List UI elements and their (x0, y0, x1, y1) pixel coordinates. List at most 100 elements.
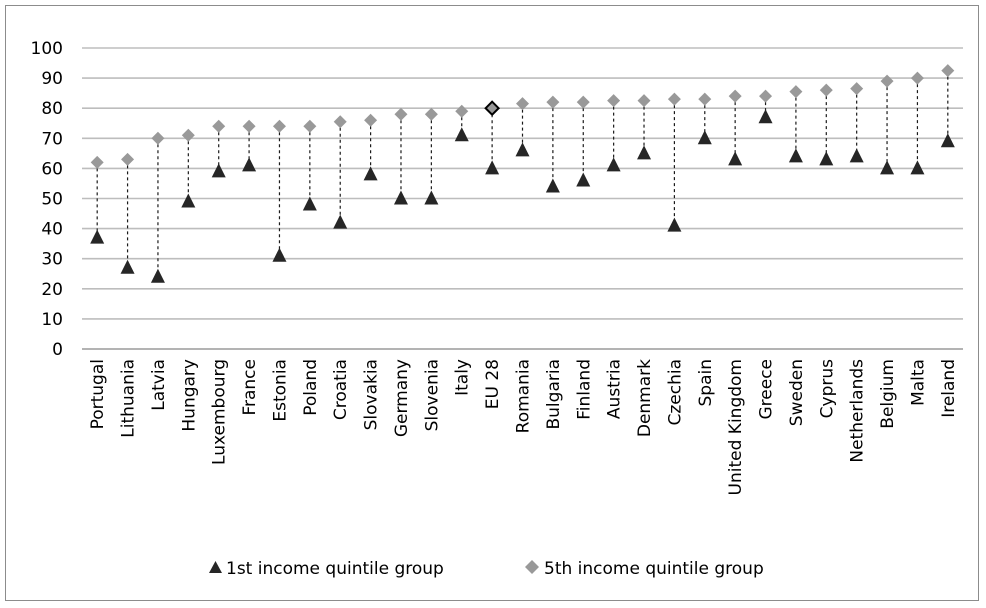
q1-triangle-marker (515, 142, 530, 157)
y-tick-label: 100 (31, 39, 63, 59)
legend-series-2: 5th income quintile group (544, 559, 764, 579)
x-category-label: Romania (514, 359, 534, 433)
q1-triangle-marker (150, 268, 165, 283)
q5-diamond-marker (728, 89, 742, 103)
x-category-label: Latvia (149, 359, 169, 411)
x-category-label: Slovenia (422, 359, 442, 431)
q5-diamond-marker (242, 119, 256, 133)
x-category-label: Finland (574, 359, 594, 420)
y-tick-label: 0 (52, 340, 63, 360)
q5-diamond-marker (759, 89, 773, 103)
q5-diamond-marker (516, 97, 529, 111)
q5-diamond-marker (181, 128, 195, 142)
x-category-label: Hungary (179, 359, 199, 432)
legend-series-1: 1st income quintile group (226, 559, 444, 579)
q5-diamond-marker (576, 95, 590, 109)
y-tick-label: 50 (41, 190, 63, 210)
x-category-label: Malta (908, 359, 928, 406)
x-category-label: Sweden (787, 359, 807, 426)
gridlines (82, 47, 963, 350)
q1-triangle-marker (637, 145, 652, 160)
q1-triangle-marker (211, 163, 226, 178)
q1-triangle-marker (272, 247, 287, 262)
y-axis-ticks: 0 10 20 30 40 50 60 70 80 90 100 (31, 39, 63, 360)
q1-triangle-marker (454, 127, 469, 142)
x-category-label: Czechia (665, 359, 685, 426)
x-category-label: Croatia (331, 359, 351, 420)
q5-diamond-marker (151, 131, 165, 145)
q5-diamond-marker (364, 113, 378, 127)
x-axis-labels: Portugal Lithuania Latvia Hungary Luxembourg… (88, 359, 959, 496)
legend-triangle-icon (209, 561, 222, 573)
x-category-label: Estonia (270, 359, 290, 422)
q1-triangle-marker (545, 178, 560, 193)
legend: 1st income quintile group 5th income qui… (209, 559, 764, 579)
x-category-label: United Kingdom (726, 359, 746, 495)
x-category-label: Lithuania (119, 359, 139, 438)
q5-diamond-marker (212, 119, 226, 133)
y-tick-label: 80 (41, 99, 63, 119)
q1-triangle-marker (819, 151, 834, 166)
y-tick-label: 70 (41, 129, 63, 149)
q1-triangle-marker (667, 217, 682, 232)
q5-diamond-marker (303, 119, 317, 133)
q5-diamond-marker (789, 85, 803, 99)
q1-triangle-marker (940, 133, 955, 148)
x-category-label: Luxembourg (210, 359, 230, 465)
q5-diamond-marker (910, 71, 924, 85)
x-category-label: Slovakia (362, 359, 382, 430)
q1-triangle-marker (120, 259, 135, 274)
y-tick-label: 40 (41, 220, 63, 240)
x-category-label: Cyprus (817, 359, 837, 418)
x-category-label: Denmark (635, 359, 655, 437)
q5-diamond-marker (698, 92, 712, 106)
q1-triangle-marker (363, 166, 378, 181)
q1-triangle-marker (333, 214, 348, 229)
x-category-label: EU 28 (483, 359, 503, 409)
q5-diamond-marker (941, 64, 955, 78)
q1-triangle-marker (728, 151, 743, 166)
q1-triangle-marker (424, 190, 439, 205)
q5-diamond-marker-highlight (484, 100, 501, 117)
q5-diamond-marker (272, 119, 286, 133)
q1-triangle-marker (758, 109, 773, 124)
x-category-label: Netherlands (848, 359, 868, 463)
q1-triangle-marker (788, 148, 803, 163)
q5-diamond-marker (333, 115, 347, 129)
q5-diamond-marker (455, 104, 469, 118)
x-category-label: Italy (453, 359, 473, 396)
y-tick-label: 60 (41, 159, 63, 179)
q5-diamond-marker (607, 94, 621, 108)
q5-diamond-marker (819, 83, 833, 97)
x-category-label: Poland (301, 359, 321, 416)
x-category-label: Bulgaria (544, 359, 564, 430)
q1-triangle-marker (393, 190, 408, 205)
q1-triangle-marker (697, 130, 712, 145)
y-tick-label: 10 (41, 310, 63, 330)
q1-triangle-marker (576, 172, 591, 187)
q1-triangle-marker (302, 196, 317, 211)
q1-triangle-marker (910, 160, 925, 175)
y-tick-label: 20 (41, 280, 63, 300)
y-tick-label: 30 (41, 250, 63, 270)
q5-diamond-marker (424, 107, 438, 121)
q1-triangle-marker (485, 160, 500, 175)
q1-triangle-marker (242, 157, 257, 172)
q1-triangle-marker (849, 148, 864, 163)
q5-diamond-marker (546, 95, 560, 109)
q1-triangle-marker (606, 157, 621, 172)
markers (90, 64, 955, 283)
y-tick-label: 90 (41, 69, 63, 89)
q5-diamond-marker (90, 155, 104, 169)
x-category-label: Belgium (878, 359, 898, 429)
q1-triangle-marker (181, 193, 196, 208)
x-category-label: Austria (605, 359, 625, 419)
q5-diamond-marker (394, 107, 408, 121)
x-category-label: Ireland (939, 359, 959, 418)
q1-triangle-marker (880, 160, 895, 175)
x-category-label: Germany (392, 359, 412, 437)
q5-diamond-marker (667, 92, 681, 106)
x-category-label: Greece (757, 359, 777, 420)
q5-diamond-marker (880, 74, 894, 88)
